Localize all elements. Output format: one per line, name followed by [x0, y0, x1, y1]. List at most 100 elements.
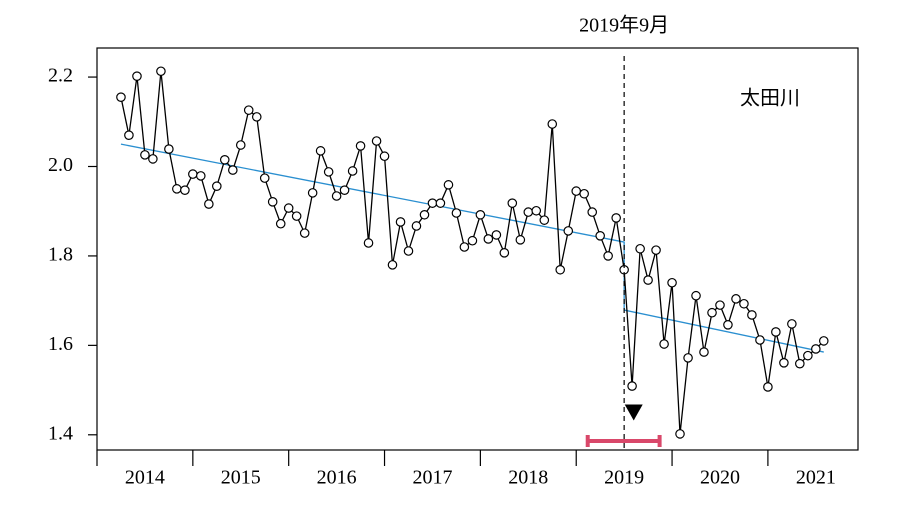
data-point	[411, 221, 422, 231]
data-point	[755, 335, 765, 345]
data-point	[747, 310, 757, 320]
data-point	[595, 231, 605, 241]
data-point	[323, 167, 334, 177]
data-point	[795, 358, 805, 369]
data-point	[763, 382, 773, 392]
y-tick-label: 2.0	[48, 154, 73, 176]
y-tick-label: 1.4	[48, 422, 73, 444]
y-tick-label: 1.8	[48, 244, 73, 266]
data-point	[331, 191, 342, 201]
data-point	[228, 165, 238, 175]
data-point	[259, 173, 270, 183]
y-tick-label: 1.6	[48, 333, 73, 355]
data-point	[683, 353, 693, 363]
data-point	[563, 226, 574, 236]
data-point	[787, 319, 797, 329]
x-tick-label: 2016	[317, 467, 357, 489]
data-point	[803, 350, 813, 361]
data-point	[156, 66, 166, 77]
data-point	[283, 203, 294, 213]
data-point	[547, 119, 558, 129]
annotation: 太田川	[740, 87, 800, 110]
data-point	[651, 245, 661, 255]
data-point	[251, 112, 262, 122]
data-point	[507, 198, 518, 208]
data-point	[811, 344, 821, 354]
plot-frame	[96, 47, 859, 451]
data-point	[571, 186, 582, 196]
data-point	[779, 358, 789, 368]
data-point	[771, 327, 781, 337]
data-point	[395, 217, 406, 227]
data-point	[531, 205, 542, 216]
data-point	[603, 251, 613, 261]
data-point	[539, 215, 550, 225]
data-point	[715, 300, 725, 310]
data-point	[339, 185, 350, 195]
data-point	[275, 218, 286, 229]
data-point	[140, 150, 150, 160]
data-point	[427, 198, 438, 208]
data-point	[475, 209, 486, 220]
data-point	[499, 248, 510, 258]
data-point	[699, 347, 709, 357]
data-point	[691, 290, 701, 301]
data-point	[443, 180, 454, 190]
data-point	[219, 154, 230, 165]
data-point	[579, 188, 589, 199]
data-point	[387, 260, 398, 270]
data-point	[523, 207, 534, 217]
data-point	[403, 246, 414, 256]
data-point	[483, 234, 494, 244]
data-point	[299, 228, 310, 238]
data-point	[347, 166, 358, 176]
data-point	[643, 275, 653, 285]
x-tick-label: 2015	[221, 467, 261, 489]
data-point	[611, 213, 621, 223]
data-point	[204, 199, 214, 209]
x-tick-label: 2018	[508, 467, 548, 489]
data-point	[419, 209, 430, 220]
x-tick-label: 2020	[700, 467, 740, 489]
data-point	[435, 198, 446, 208]
data-point	[188, 169, 198, 179]
data-point	[172, 184, 182, 194]
data-point	[675, 429, 685, 439]
data-point	[451, 208, 462, 218]
highlight-range	[585, 435, 662, 447]
data-point	[164, 144, 174, 154]
data-point	[555, 264, 566, 275]
data-point	[707, 307, 717, 318]
data-point	[587, 207, 598, 217]
data-point	[267, 197, 278, 207]
data-point	[459, 242, 470, 252]
x-tick-label: 2021	[796, 467, 836, 489]
series-line	[120, 71, 825, 434]
y-tick-label: 2.2	[48, 65, 73, 87]
data-point	[195, 171, 206, 181]
data-point	[355, 141, 366, 151]
data-point	[731, 294, 741, 304]
data-point	[723, 319, 733, 330]
data-point	[515, 235, 526, 245]
data-point	[212, 181, 222, 191]
x-tick-label: 2019	[604, 467, 644, 489]
data-point	[363, 238, 374, 248]
data-point	[180, 185, 190, 195]
data-point	[491, 230, 502, 240]
data-point	[379, 151, 390, 162]
data-point	[739, 298, 749, 309]
data-point	[235, 140, 246, 150]
data-point	[148, 154, 158, 164]
trend-line	[120, 143, 824, 353]
data-point	[116, 92, 126, 102]
data-point	[124, 130, 134, 140]
data-point	[627, 381, 637, 391]
data-point	[635, 243, 645, 254]
data-point	[132, 71, 142, 81]
data-point	[243, 105, 254, 115]
event-label: 2019年9月	[579, 14, 669, 37]
data-point	[659, 339, 669, 349]
